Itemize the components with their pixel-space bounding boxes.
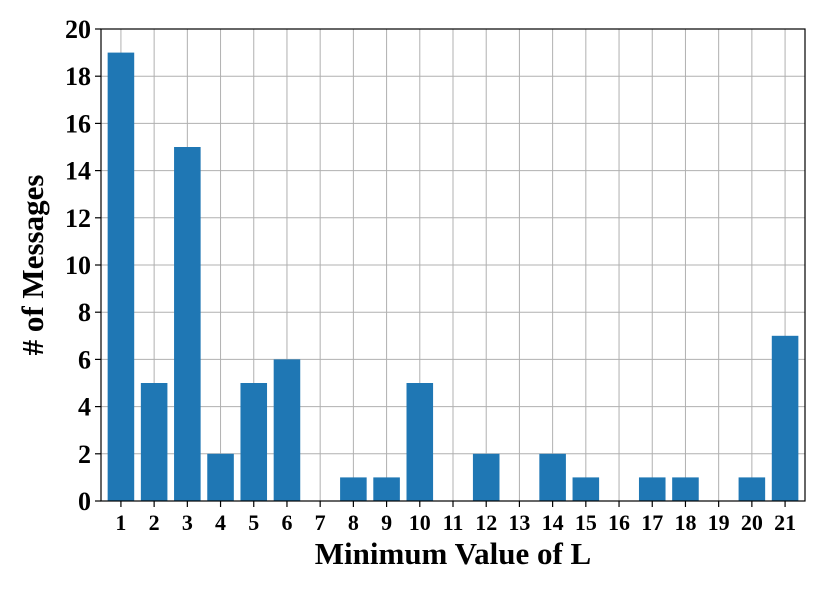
x-tick-label: 1 [115,510,126,535]
bar-2 [140,383,168,501]
x-tick-label: 12 [475,510,497,535]
x-tick-label: 5 [248,510,259,535]
y-tick-label: 20 [65,15,91,44]
x-tick-label: 19 [708,510,730,535]
x-tick-label: 15 [575,510,597,535]
x-tick-label: 9 [381,510,392,535]
bar-17 [638,477,666,501]
x-axis-ticks: 1 2 3 4 5 6 7 8 9 10 11 12 13 14 15 16 17 18 19 20 21 [115,501,796,535]
bar-15 [572,477,600,501]
x-tick-label: 13 [508,510,530,535]
bar-4 [207,453,234,501]
bar-18 [672,477,699,501]
y-tick-label: 10 [65,251,91,280]
bar-8 [340,477,367,501]
bar-9 [373,477,400,501]
bar-5 [240,383,268,501]
x-tick-label: 4 [215,510,226,535]
y-tick-label: 8 [78,298,91,327]
y-tick-label: 16 [65,109,91,138]
y-tick-label: 4 [78,393,91,422]
y-axis-ticks: 0 2 4 6 8 10 12 14 16 18 20 [65,15,101,516]
y-tick-label: 14 [65,157,91,186]
grid [101,28,805,502]
y-tick-label: 0 [78,487,91,516]
bar-3 [174,147,201,501]
x-tick-label: 7 [315,510,326,535]
x-tick-label: 8 [348,510,359,535]
x-axis-label: Minimum Value of L [315,536,591,571]
y-tick-label: 6 [78,345,91,374]
x-tick-label: 3 [182,510,193,535]
x-tick-label: 18 [674,510,696,535]
x-tick-label: 6 [281,510,292,535]
x-tick-label: 20 [741,510,763,535]
bar-21 [771,335,799,501]
x-tick-label: 16 [608,510,630,535]
y-tick-label: 18 [65,62,91,91]
bar-6 [273,359,301,501]
x-tick-label: 17 [641,510,663,535]
x-tick-label: 11 [443,510,464,535]
bar-20 [738,477,766,501]
y-tick-label: 2 [78,440,91,469]
bar-14 [539,453,566,501]
y-axis-label: # of Messages [15,175,50,356]
bar-12 [472,453,500,501]
x-tick-label: 2 [149,510,160,535]
x-tick-label: 10 [409,510,431,535]
x-tick-label: 21 [774,510,796,535]
bar-1 [107,52,135,501]
bars [107,52,799,501]
bar-10 [406,383,434,501]
y-tick-label: 12 [65,204,91,233]
x-tick-label: 14 [542,510,564,535]
